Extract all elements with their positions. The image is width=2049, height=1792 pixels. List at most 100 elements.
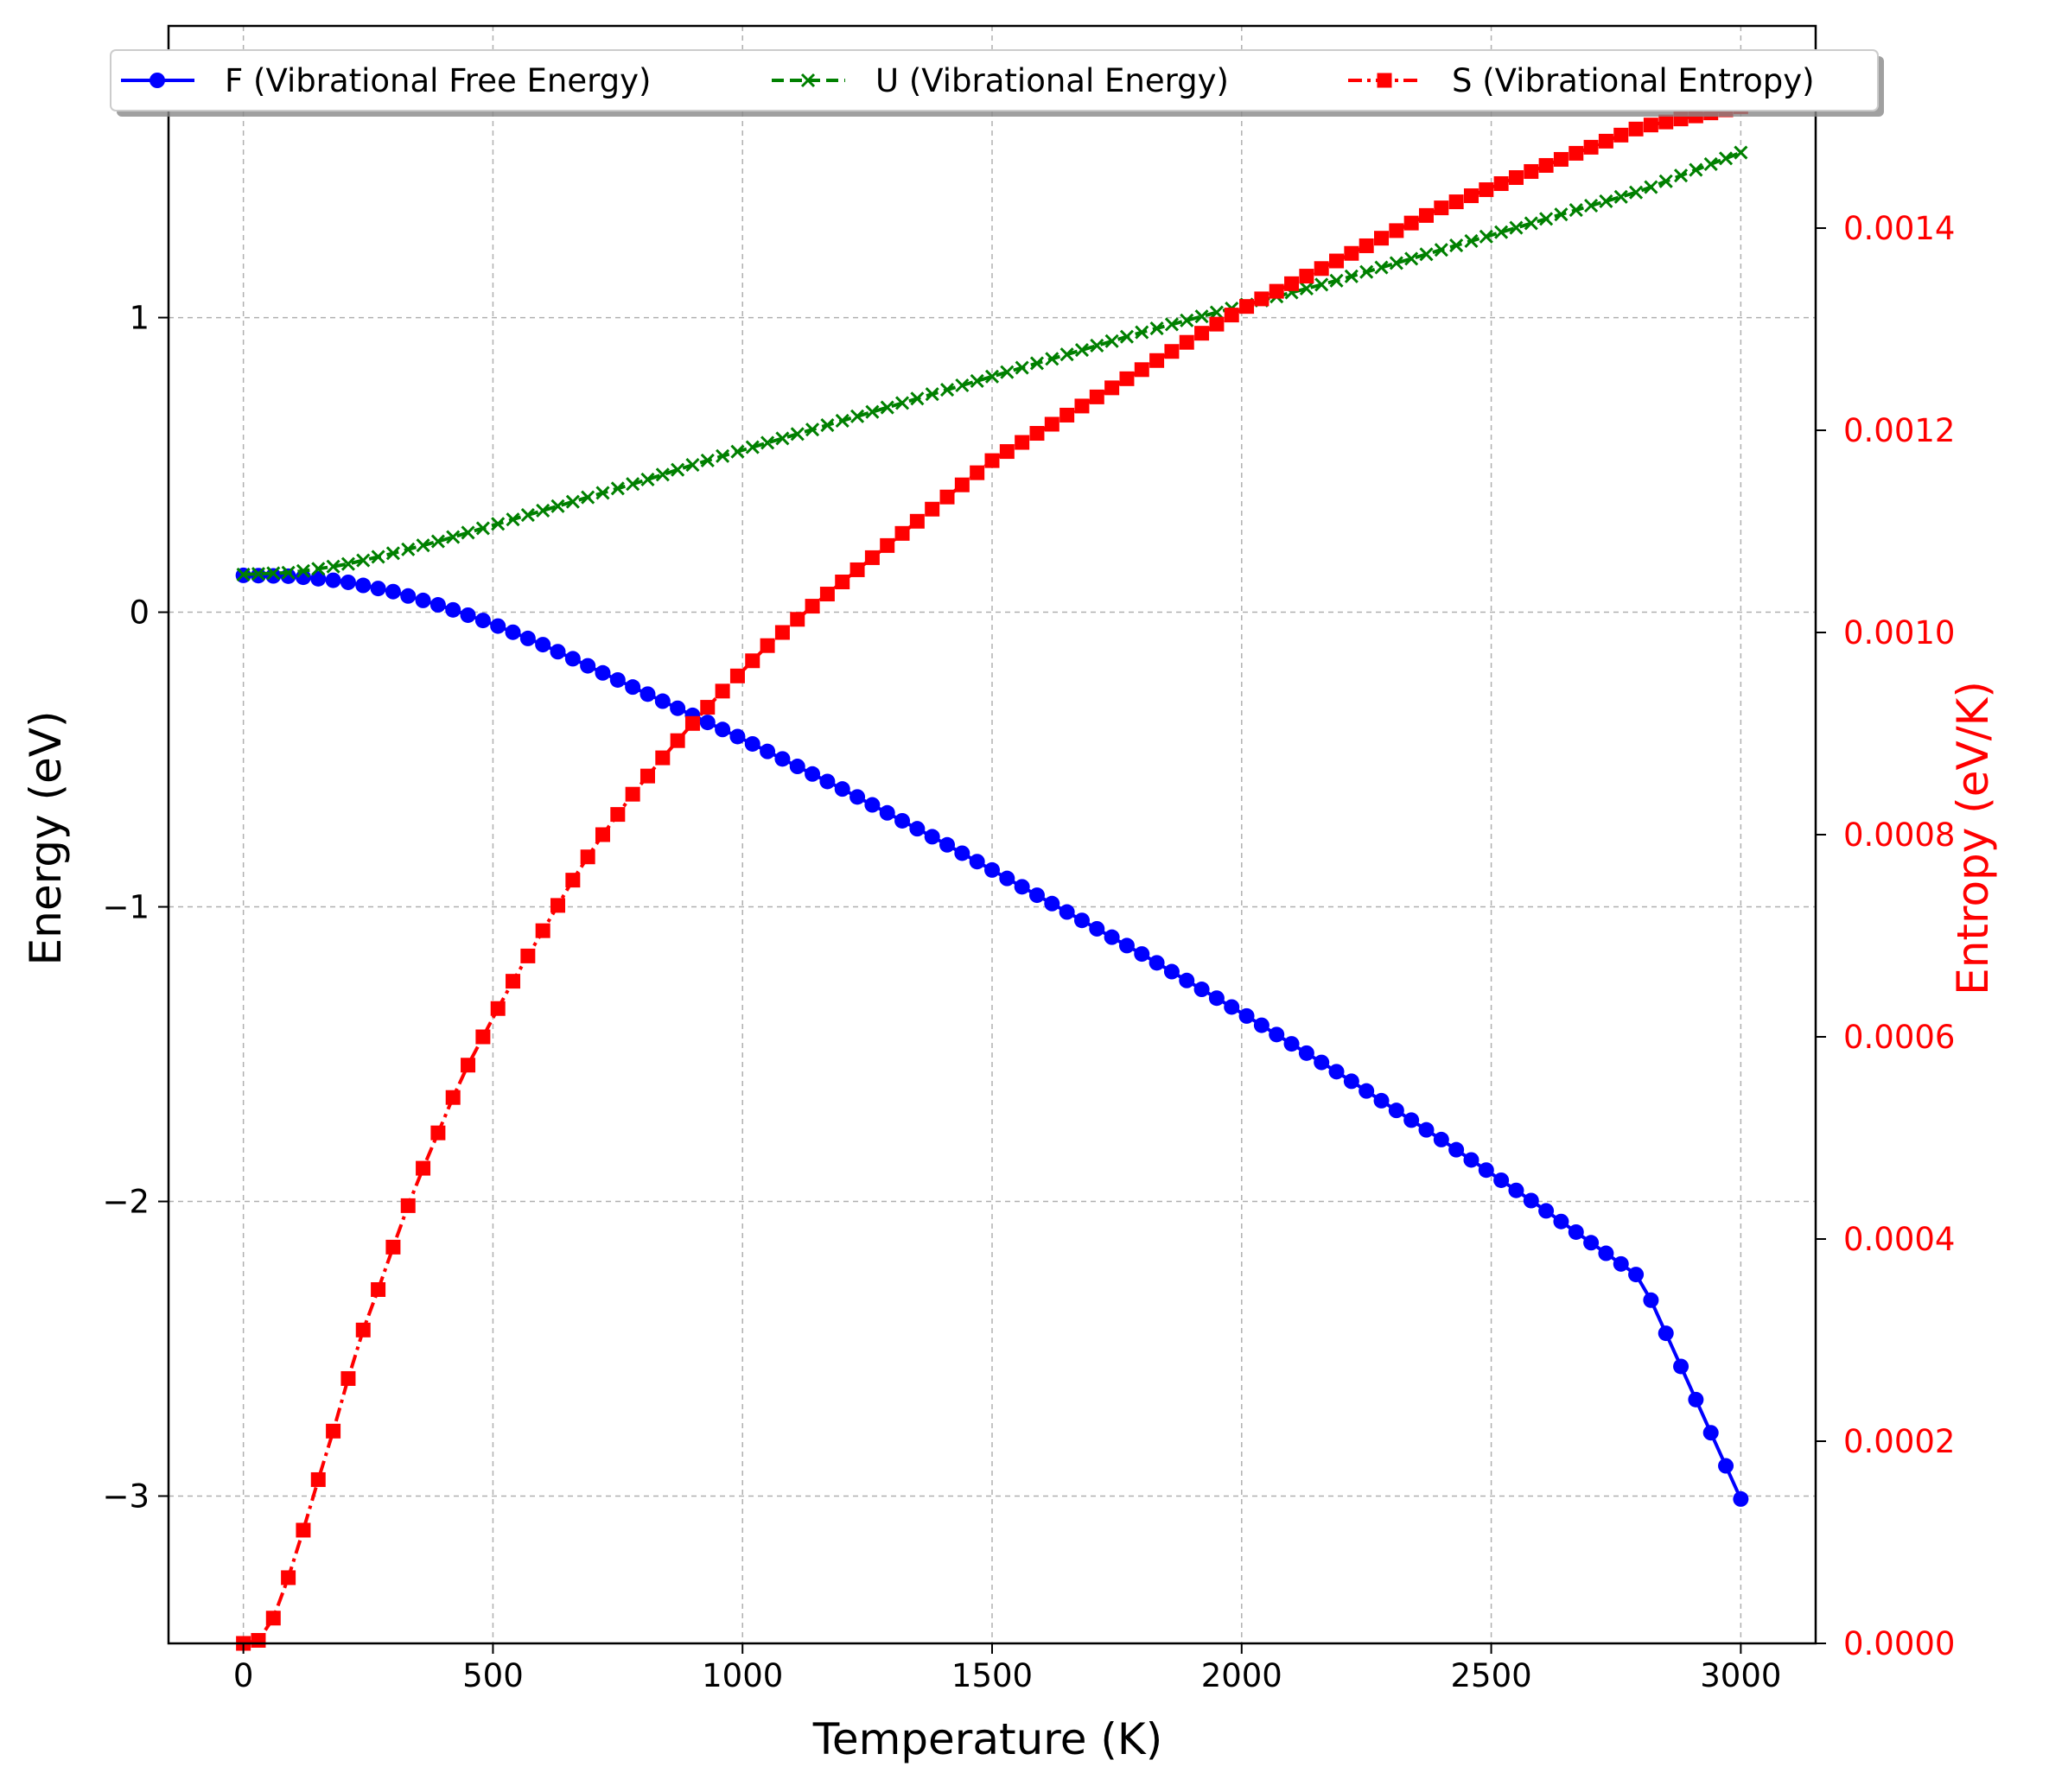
series-layer [235, 99, 1749, 1651]
data-point-stroke [730, 444, 745, 459]
data-point-stroke [1629, 185, 1644, 200]
data-point-stroke [1569, 203, 1583, 218]
data-point [1028, 887, 1045, 904]
data-point [1373, 1092, 1390, 1109]
data-point [1090, 338, 1104, 353]
data-point [1029, 426, 1045, 442]
data-point-stroke [385, 546, 400, 561]
data-point [1493, 1172, 1510, 1188]
data-point [655, 467, 670, 482]
data-point-stroke [1374, 260, 1389, 275]
data-point-stroke [1539, 212, 1554, 226]
data-point-stroke [1718, 151, 1734, 166]
data-point [1074, 343, 1090, 358]
data-point [625, 679, 641, 696]
data-point [774, 751, 791, 767]
data-point [1298, 1045, 1314, 1061]
data-point-stroke [894, 396, 910, 410]
data-point-stroke [1689, 162, 1703, 177]
data-point [1014, 879, 1030, 895]
data-point [1718, 151, 1734, 166]
data-point-stroke [1703, 156, 1718, 171]
data-point-stroke [745, 440, 760, 454]
data-point-stroke [1449, 238, 1464, 253]
data-point [400, 1198, 416, 1213]
data-point-stroke [1479, 229, 1493, 244]
data-point [1015, 360, 1029, 375]
data-point [879, 804, 895, 821]
data-point [1224, 999, 1240, 1015]
data-point [311, 562, 326, 576]
data-point [1254, 291, 1269, 307]
y2-tick-label: 0.0004 [1843, 1221, 1955, 1258]
data-point [819, 587, 835, 602]
data-point [864, 550, 880, 565]
data-point-stroke [1045, 352, 1059, 366]
data-point [1658, 174, 1673, 188]
data-point [1074, 398, 1090, 414]
data-point-stroke [520, 507, 535, 523]
data-point [506, 512, 520, 527]
data-point [1404, 251, 1419, 266]
data-point-stroke [1494, 225, 1509, 239]
data-point [1344, 245, 1359, 261]
data-point [506, 974, 521, 989]
data-point [939, 383, 955, 397]
data-point [1464, 233, 1479, 248]
legend-entry: S (Vibrational Entropy) [1348, 62, 1815, 99]
data-point [984, 369, 1000, 384]
data-point [790, 427, 805, 442]
x-axis-label: Temperature (K) [812, 1714, 1162, 1764]
data-point-stroke [1149, 321, 1164, 336]
data-point [1524, 163, 1539, 179]
data-point [1583, 139, 1599, 155]
data-point-stroke [1000, 365, 1015, 379]
legend-frame [110, 49, 1879, 111]
data-point [805, 766, 821, 782]
data-point [265, 1611, 281, 1626]
data-point [385, 583, 401, 600]
data-point [1539, 212, 1554, 226]
y-axis-label: Energy (eV) [21, 711, 71, 966]
data-point [445, 601, 461, 618]
y2-axis-label: Entropy (eV/K) [1948, 681, 1998, 995]
y2-tick-label: 0.0012 [1843, 412, 1955, 449]
data-point-stroke [1734, 145, 1748, 160]
data-point [325, 572, 341, 588]
data-point [1208, 990, 1225, 1007]
data-point [1134, 946, 1150, 963]
data-point [954, 845, 970, 861]
data-point-stroke [1434, 243, 1448, 257]
y-tick-label: −3 [102, 1478, 150, 1516]
data-point-stroke [1419, 247, 1434, 262]
data-point-stroke [1314, 277, 1329, 292]
data-point [924, 829, 940, 845]
data-point [505, 624, 521, 640]
data-point-stroke [491, 517, 506, 531]
data-point-stroke [865, 404, 880, 419]
data-point-stroke [1194, 309, 1209, 324]
legend-marker [150, 73, 165, 88]
data-point [1509, 220, 1524, 235]
data-point [1628, 121, 1644, 137]
data-point [850, 789, 866, 805]
data-point [684, 715, 700, 731]
x-tick-label: 2500 [1450, 1657, 1531, 1694]
data-point [1118, 937, 1135, 954]
x-tick-label: 3000 [1700, 1657, 1781, 1694]
data-point [1209, 316, 1225, 332]
data-point [640, 768, 655, 784]
data-point [430, 1125, 446, 1141]
y2-tick-label: 0.0000 [1843, 1625, 1955, 1662]
data-point [1344, 269, 1359, 283]
data-point-stroke [1404, 251, 1419, 266]
data-point [1419, 247, 1434, 262]
data-point [1449, 238, 1464, 253]
data-point [1073, 912, 1090, 929]
data-point [1119, 329, 1135, 344]
data-point [774, 625, 790, 640]
data-point [1718, 1458, 1734, 1474]
data-point [1089, 920, 1105, 937]
data-point [1089, 389, 1104, 404]
